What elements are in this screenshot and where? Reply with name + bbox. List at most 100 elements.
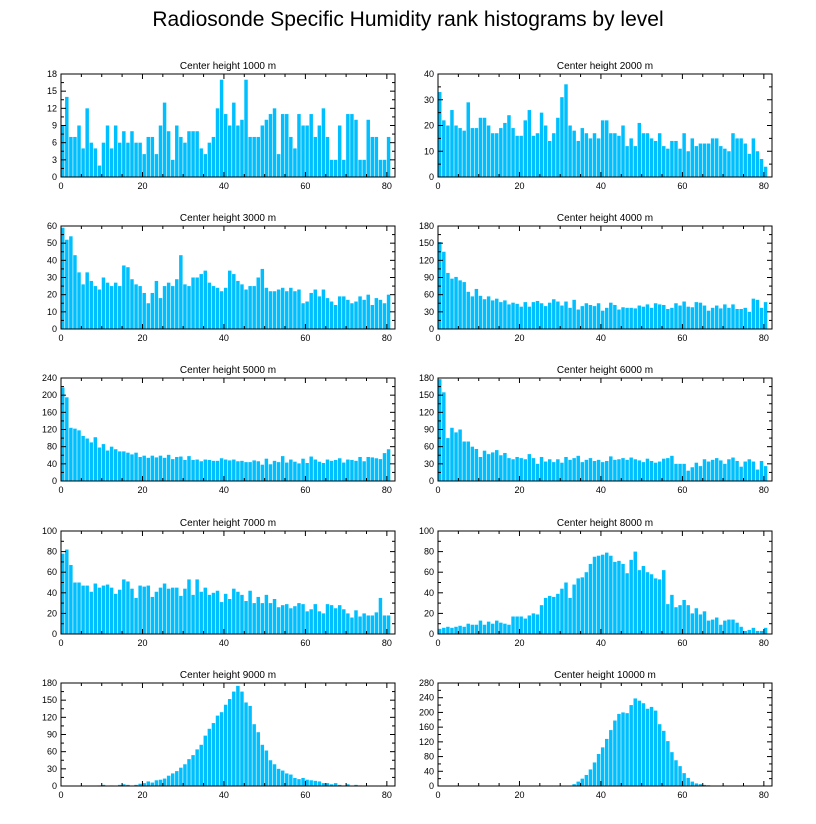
bar	[731, 619, 735, 634]
bar	[621, 458, 625, 481]
bar	[199, 274, 203, 329]
bar	[438, 379, 442, 481]
bar	[592, 460, 597, 481]
bar	[211, 592, 216, 634]
bar	[248, 590, 252, 634]
bar	[305, 611, 309, 634]
panel-title: Center height 10000 m	[554, 670, 656, 681]
bar	[535, 133, 540, 177]
bar	[662, 730, 666, 786]
bar	[613, 133, 617, 177]
bar	[474, 624, 479, 634]
bar	[662, 304, 666, 329]
bar	[723, 304, 727, 329]
y-tick-label: 100	[419, 526, 434, 536]
bar	[346, 114, 350, 177]
bar	[321, 108, 326, 177]
bar	[588, 138, 593, 178]
bar	[77, 125, 81, 177]
bar	[539, 112, 544, 178]
bar	[499, 128, 503, 177]
bar	[366, 615, 370, 634]
panel-title: Center height 8000 m	[557, 518, 653, 529]
bar	[674, 140, 678, 177]
bar	[531, 458, 536, 481]
bar	[89, 280, 93, 329]
bar	[657, 304, 662, 329]
y-tick-label: 80	[47, 547, 57, 557]
bar	[747, 459, 752, 481]
bar	[727, 151, 731, 177]
bar	[462, 130, 466, 177]
bar	[134, 452, 138, 481]
x-tick-label: 40	[596, 790, 606, 800]
x-tick-label: 60	[300, 485, 310, 495]
bar	[739, 466, 743, 481]
bar	[657, 579, 662, 634]
bar	[179, 456, 183, 481]
bar	[138, 783, 142, 786]
bar	[568, 307, 572, 329]
bar	[576, 309, 580, 329]
bar	[126, 581, 130, 634]
bar	[625, 713, 629, 786]
bar	[674, 607, 678, 634]
bar	[674, 760, 678, 786]
bar	[386, 294, 391, 329]
bar	[175, 587, 179, 634]
bar	[698, 466, 703, 481]
bar	[600, 310, 605, 329]
bar	[543, 597, 548, 634]
bar	[666, 308, 670, 329]
bar	[256, 732, 260, 786]
bar	[240, 691, 244, 786]
bar	[244, 601, 248, 634]
bar	[158, 298, 163, 329]
bar	[89, 142, 93, 177]
bar	[482, 450, 487, 481]
bar	[503, 623, 507, 634]
bar	[150, 596, 155, 634]
bar	[199, 744, 203, 786]
bar	[560, 305, 564, 329]
bar	[694, 146, 699, 177]
bar	[462, 282, 466, 329]
bar	[264, 458, 269, 481]
bar	[495, 133, 499, 177]
x-tick-label: 80	[759, 181, 769, 191]
bar	[223, 704, 228, 786]
bar	[199, 461, 203, 481]
bar	[649, 307, 654, 329]
bar	[690, 138, 695, 178]
y-tick-label: 180	[419, 373, 434, 383]
bar	[252, 724, 256, 786]
bar	[370, 304, 375, 329]
bar	[321, 613, 326, 634]
bar	[486, 454, 491, 481]
bar	[354, 610, 358, 634]
bar	[527, 306, 532, 329]
bar	[564, 582, 568, 634]
bar	[450, 278, 454, 329]
bar	[653, 462, 658, 481]
y-tick-label: 0	[52, 324, 57, 334]
bar	[637, 305, 642, 329]
bar	[386, 449, 391, 481]
bar	[130, 131, 134, 177]
x-tick-label: 20	[137, 333, 147, 343]
y-tick-label: 90	[47, 730, 57, 740]
bar	[495, 298, 499, 329]
bar	[162, 457, 167, 481]
y-tick-label: 160	[42, 407, 57, 417]
bar	[629, 705, 633, 786]
bar	[637, 570, 642, 634]
x-tick-label: 60	[677, 181, 687, 191]
bar	[329, 159, 334, 177]
x-tick-label: 0	[58, 485, 63, 495]
bar	[674, 463, 678, 481]
bar	[203, 587, 208, 634]
bar	[101, 142, 106, 177]
bar	[97, 165, 102, 177]
bar	[337, 458, 342, 481]
x-tick-label: 20	[137, 485, 147, 495]
